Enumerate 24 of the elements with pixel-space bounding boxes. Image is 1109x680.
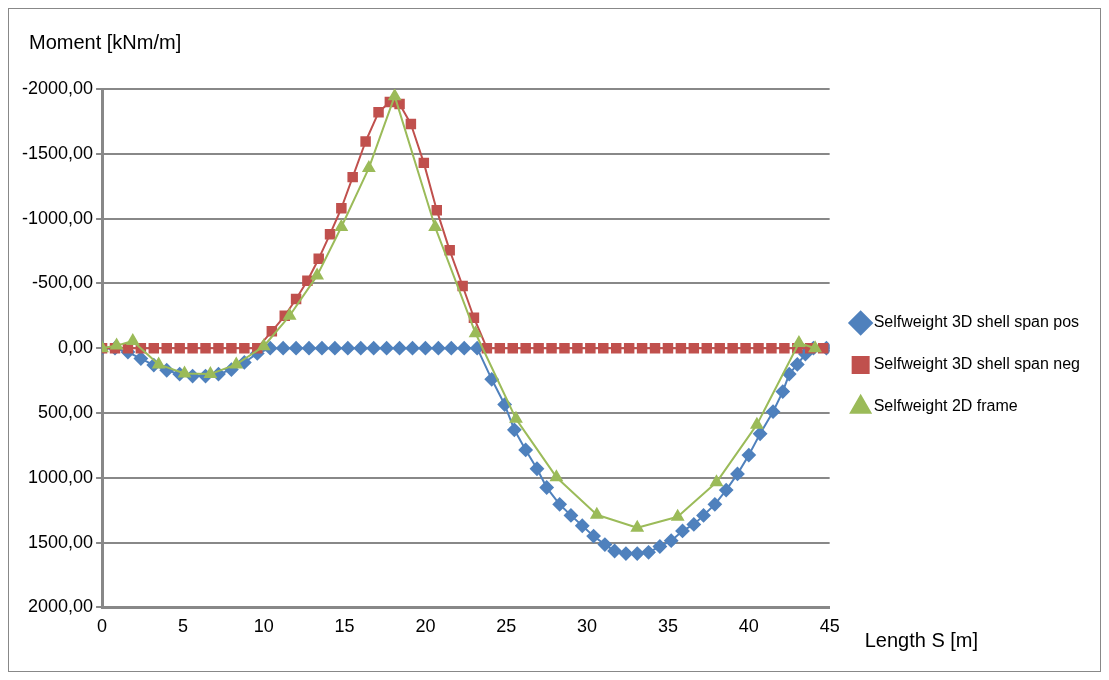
y-tick-label: 0,00 [58, 337, 94, 358]
x-tick-label: 25 [496, 616, 517, 637]
legend-label: Selfweight 3D shell span pos [873, 313, 1080, 331]
x-tick-label: 10 [253, 616, 274, 637]
y-axis-title: Moment [kNm/m] [29, 31, 182, 53]
x-tick-label: 0 [97, 616, 108, 637]
y-tick-label: 1500,00 [27, 531, 94, 552]
y-tick-label: -2000,00 [22, 77, 94, 98]
y-tick-label: -1000,00 [22, 207, 94, 228]
x-tick-label: 15 [334, 616, 355, 637]
x-tick-label: 5 [177, 616, 188, 637]
y-tick-label: 500,00 [38, 401, 94, 422]
x-tick-label: 40 [738, 616, 759, 637]
x-axis-title: Length S [m] [864, 629, 979, 652]
y-tick-label: 2000,00 [27, 596, 94, 617]
x-tick-label: 30 [577, 616, 598, 637]
y-tick-label: 1000,00 [27, 466, 94, 487]
y-tick-label: -500,00 [32, 272, 94, 293]
legend-label: Selfweight 3D shell span neg [873, 355, 1081, 373]
y-tick-label: -1500,00 [22, 142, 94, 163]
x-tick-label: 20 [415, 616, 436, 637]
legend-label: Selfweight 2D frame [873, 397, 1018, 415]
x-tick-label: 35 [657, 616, 678, 637]
x-tick-label: 45 [819, 616, 840, 637]
